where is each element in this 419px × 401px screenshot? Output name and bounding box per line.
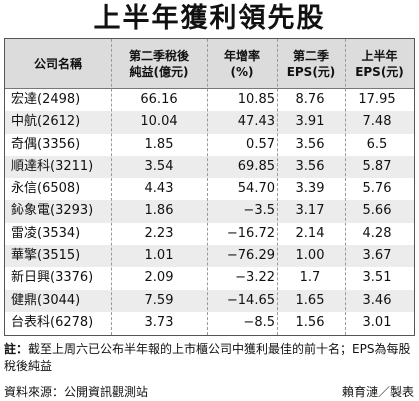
table-row: 宏達(2498) 66.16 10.85 8.76 17.95 — [5, 89, 414, 112]
header-yoy: 年增率 (%) — [207, 39, 277, 89]
header-company-label: 公司名稱 — [33, 57, 82, 71]
h1-eps: 17.95 — [358, 92, 396, 107]
h1-eps: 3.46 — [362, 292, 392, 308]
q2-eps: 1.00 — [295, 248, 325, 264]
q2-eps: 3.39 — [295, 181, 325, 197]
q2-eps: 3.91 — [295, 114, 325, 130]
h1-eps: 6.5 — [366, 136, 388, 152]
header-company: 公司名稱 — [5, 39, 111, 89]
header-q2-profit-line2: 純益(億元) — [129, 65, 189, 79]
company-name: 宏達(2498) — [11, 92, 81, 107]
column-divider — [345, 39, 346, 335]
q2-profit: 1.86 — [144, 203, 174, 219]
yoy-growth: 47.43 — [237, 114, 275, 130]
q2-profit: 1.85 — [144, 136, 174, 152]
note-label: 註： — [4, 342, 29, 356]
table-row: 中航(2612) 10.04 47.43 3.91 7.48 — [5, 111, 414, 134]
q2-profit: 2.23 — [144, 225, 174, 241]
yoy-growth: 69.85 — [237, 158, 275, 174]
table-row: 永信(6508) 4.43 54.70 3.39 5.76 — [5, 178, 414, 201]
yoy-growth: −76.29 — [226, 248, 275, 264]
yoy-growth: 54.70 — [237, 181, 275, 197]
table-row: 奇偶(3356) 1.85 0.57 3.56 6.5 — [5, 133, 414, 156]
q2-eps: 1.65 — [295, 292, 325, 308]
h1-eps: 3.51 — [362, 270, 392, 286]
h1-eps: 5.87 — [362, 158, 392, 174]
h1-eps: 7.48 — [362, 114, 392, 130]
h1-eps: 3.67 — [362, 248, 392, 264]
q2-profit: 1.01 — [144, 248, 174, 264]
q2-eps: 2.14 — [295, 225, 325, 241]
company-name: 健鼎(3044) — [11, 292, 81, 308]
table-row: 台表科(6278) 3.73 −8.5 1.56 3.01 — [5, 311, 414, 335]
q2-profit: 10.04 — [140, 114, 178, 130]
company-name: 台表科(6278) — [11, 314, 94, 330]
yoy-growth: 0.57 — [246, 136, 275, 152]
header-h1-eps: 上半年 EPS(元) — [345, 39, 414, 89]
company-name: 鈊象電(3293) — [11, 203, 94, 219]
q2-profit: 4.43 — [144, 181, 174, 197]
q2-eps: 1.7 — [299, 270, 321, 286]
yoy-growth: −3.5 — [243, 203, 275, 219]
header-q2-eps: 第二季 EPS(元) — [277, 39, 345, 89]
company-name: 華擎(3515) — [11, 248, 81, 264]
column-divider — [277, 39, 278, 335]
table-row: 新日興(3376) 2.09 −3.22 1.7 3.51 — [5, 267, 414, 290]
q2-profit: 7.59 — [144, 292, 174, 308]
h1-eps: 5.76 — [362, 181, 392, 197]
company-name: 中航(2612) — [11, 114, 81, 130]
table-row: 順達科(3211) 3.54 69.85 3.56 5.87 — [5, 155, 414, 179]
company-name: 永信(6508) — [11, 181, 81, 197]
column-divider — [207, 39, 208, 335]
q2-eps: 3.56 — [295, 158, 325, 174]
table-row: 鈊象電(3293) 1.86 −3.5 3.17 5.66 — [5, 200, 414, 223]
header-q2-eps-line1: 第二季 — [292, 49, 329, 63]
header-q2-profit-line1: 第二季稅後 — [128, 49, 189, 63]
table-credit: 賴育漣／製表 — [341, 385, 414, 399]
yoy-growth: −3.22 — [235, 270, 275, 286]
company-name: 新日興(3376) — [11, 270, 94, 286]
q2-eps: 8.76 — [295, 92, 325, 107]
h1-eps: 5.66 — [362, 203, 392, 219]
q2-eps: 3.56 — [295, 136, 325, 152]
header-h1-eps-line1: 上半年 — [361, 49, 398, 63]
page-title: 上半年獲利領先股 — [93, 3, 326, 34]
yoy-growth: −14.65 — [226, 292, 275, 308]
q2-eps: 1.56 — [295, 314, 325, 330]
header-yoy-line1: 年增率 — [223, 49, 260, 63]
table-body: 宏達(2498) 66.16 10.85 8.76 17.95 中航(2612)… — [5, 89, 414, 335]
table-row: 健鼎(3044) 7.59 −14.65 1.65 3.46 — [5, 289, 414, 312]
data-source: 資料來源：公開資訊觀測站 — [4, 385, 149, 399]
company-name: 奇偶(3356) — [11, 136, 81, 152]
yoy-growth: −16.72 — [226, 225, 275, 241]
table-row: 雷凌(3534) 2.23 −16.72 2.14 4.28 — [5, 222, 414, 246]
h1-eps: 4.28 — [362, 225, 392, 241]
q2-profit: 66.16 — [140, 92, 178, 107]
q2-profit: 3.73 — [144, 314, 174, 330]
company-name: 雷凌(3534) — [11, 225, 81, 241]
column-divider — [111, 39, 112, 335]
company-name: 順達科(3211) — [11, 158, 94, 174]
yoy-growth: 10.85 — [237, 92, 275, 107]
header-h1-eps-line2: EPS(元) — [355, 65, 404, 79]
table-header: 公司名稱 第二季稅後 純益(億元) 年增率 (%) 第二季 EPS(元) 上半年… — [5, 39, 414, 89]
header-yoy-line2: (%) — [230, 65, 254, 79]
q2-profit: 2.09 — [144, 270, 174, 286]
q2-profit: 3.54 — [144, 158, 174, 174]
earnings-table: 公司名稱 第二季稅後 純益(億元) 年增率 (%) 第二季 EPS(元) 上半年… — [4, 38, 415, 336]
footer: 資料來源：公開資訊觀測站 賴育漣／製表 — [4, 383, 414, 400]
header-q2-eps-line2: EPS(元) — [286, 65, 336, 79]
note-text: 截至上周六已公布半年報的上市櫃公司中獲利最佳的前十名；EPS為每股稅後純益 — [4, 342, 411, 373]
h1-eps: 3.01 — [362, 314, 392, 330]
q2-eps: 3.17 — [295, 203, 325, 219]
table-row: 華擎(3515) 1.01 −76.29 1.00 3.67 — [5, 245, 414, 268]
yoy-growth: −8.5 — [243, 314, 275, 330]
header-q2-profit: 第二季稅後 純益(億元) — [111, 39, 207, 89]
table-note: 註：截至上周六已公布半年報的上市櫃公司中獲利最佳的前十名；EPS為每股稅後純益 — [4, 341, 416, 375]
